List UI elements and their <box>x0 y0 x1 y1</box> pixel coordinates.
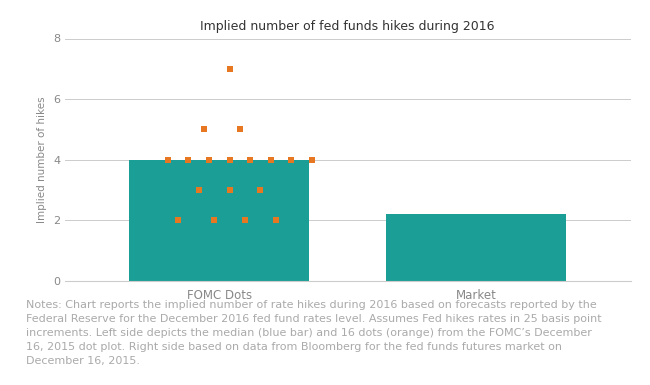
Point <box>240 217 250 223</box>
Title: Implied number of fed funds hikes during 2016: Implied number of fed funds hikes during… <box>200 20 495 33</box>
Y-axis label: Implied number of hikes: Implied number of hikes <box>38 97 47 223</box>
Point <box>199 126 209 132</box>
Point <box>209 217 219 223</box>
Text: Notes: Chart reports the implied number of rate hikes during 2016 based on forec: Notes: Chart reports the implied number … <box>26 300 602 366</box>
Point <box>235 126 245 132</box>
Point <box>183 157 194 163</box>
Point <box>265 157 276 163</box>
Point <box>194 187 204 193</box>
Point <box>203 157 214 163</box>
Point <box>224 66 235 72</box>
Point <box>270 217 281 223</box>
Point <box>286 157 296 163</box>
Bar <box>129 160 309 281</box>
Point <box>224 157 235 163</box>
Bar <box>386 214 566 281</box>
Point <box>307 157 317 163</box>
Point <box>162 157 173 163</box>
Point <box>224 187 235 193</box>
Point <box>245 157 255 163</box>
Point <box>173 217 183 223</box>
Point <box>255 187 266 193</box>
